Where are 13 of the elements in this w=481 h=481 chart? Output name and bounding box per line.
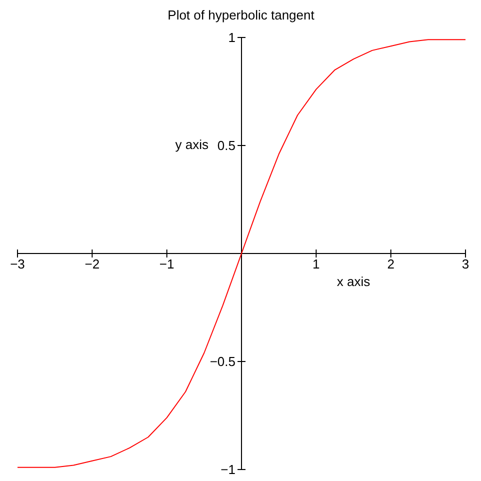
y-tick-label: 1	[228, 30, 236, 45]
y-tick-label: 0.5	[217, 138, 236, 153]
y-tick-label: −1	[220, 462, 236, 478]
x-tick-label: 2	[387, 256, 394, 272]
chart-title: Plot of hyperbolic tangent	[168, 8, 315, 22]
x-tick-label: 3	[462, 256, 470, 272]
x-axis-title: x axis	[336, 274, 371, 289]
x-tick-label: −3	[10, 256, 25, 272]
x-tick-label: −2	[84, 256, 100, 272]
x-tick-label: 1	[312, 256, 320, 272]
x-tick-label: −1	[159, 256, 174, 272]
y-tick-label: −0.5	[210, 354, 236, 370]
y-axis-title: y axis	[175, 137, 209, 152]
